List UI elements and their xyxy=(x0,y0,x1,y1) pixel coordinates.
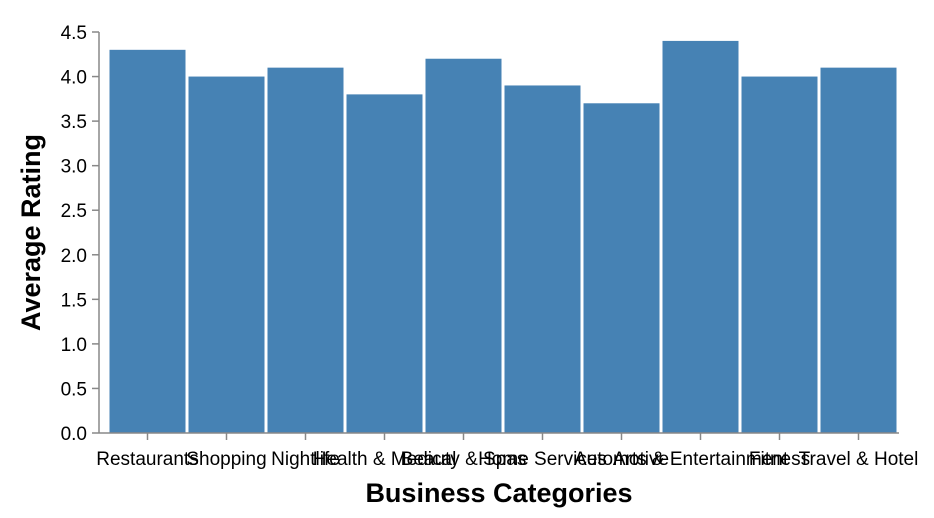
bar-home-services xyxy=(504,85,581,433)
bar-travel-hotel xyxy=(820,67,897,434)
y-tick-label: 3.5 xyxy=(61,112,87,133)
bar-arts-entertainment xyxy=(662,40,739,434)
bars-layer xyxy=(109,40,897,434)
y-tick-label: 4.5 xyxy=(61,23,87,44)
bar-automotive xyxy=(583,103,660,434)
x-axis-title: Business Categories xyxy=(365,478,632,508)
x-tick-label: Shopping xyxy=(186,449,266,470)
y-tick-label: 0.0 xyxy=(61,424,87,445)
y-axis-title: Average Rating xyxy=(16,134,46,331)
y-tick-label: 2.0 xyxy=(61,246,87,267)
x-tick-label: Travel & Hotel xyxy=(799,449,919,470)
y-tick-label: 4.0 xyxy=(61,68,87,89)
bar-shopping xyxy=(188,76,265,434)
x-tick-label: Beauty & Spas xyxy=(401,449,527,470)
bar-health-medical xyxy=(346,94,423,433)
x-tick-label: Home Services xyxy=(478,449,607,470)
y-tick-label: 3.0 xyxy=(61,157,87,178)
bar-nightlife xyxy=(267,67,344,434)
y-axis: 0.0 0.5 1.0 1.5 2.0 2.5 3.0 3.5 4.0 4.5 xyxy=(61,23,100,445)
x-tick-label: Health & Medical xyxy=(313,449,457,470)
y-tick-label: 1.0 xyxy=(61,335,87,356)
y-tick-label: 0.5 xyxy=(61,379,87,400)
x-tick-label: Restaurants xyxy=(96,449,198,470)
bar-fitness xyxy=(741,76,818,434)
y-tick-label: 2.5 xyxy=(61,201,87,222)
y-tick-label: 1.5 xyxy=(61,290,87,311)
x-tick-label: Automotive xyxy=(574,449,669,470)
bar-beauty-spas xyxy=(425,58,502,433)
bar-restaurants xyxy=(109,49,186,433)
x-tick-label: Fitness xyxy=(749,449,810,470)
x-tick-label: Nightlife xyxy=(271,449,340,470)
x-tick-label: Arts & Entertainment xyxy=(613,449,789,470)
